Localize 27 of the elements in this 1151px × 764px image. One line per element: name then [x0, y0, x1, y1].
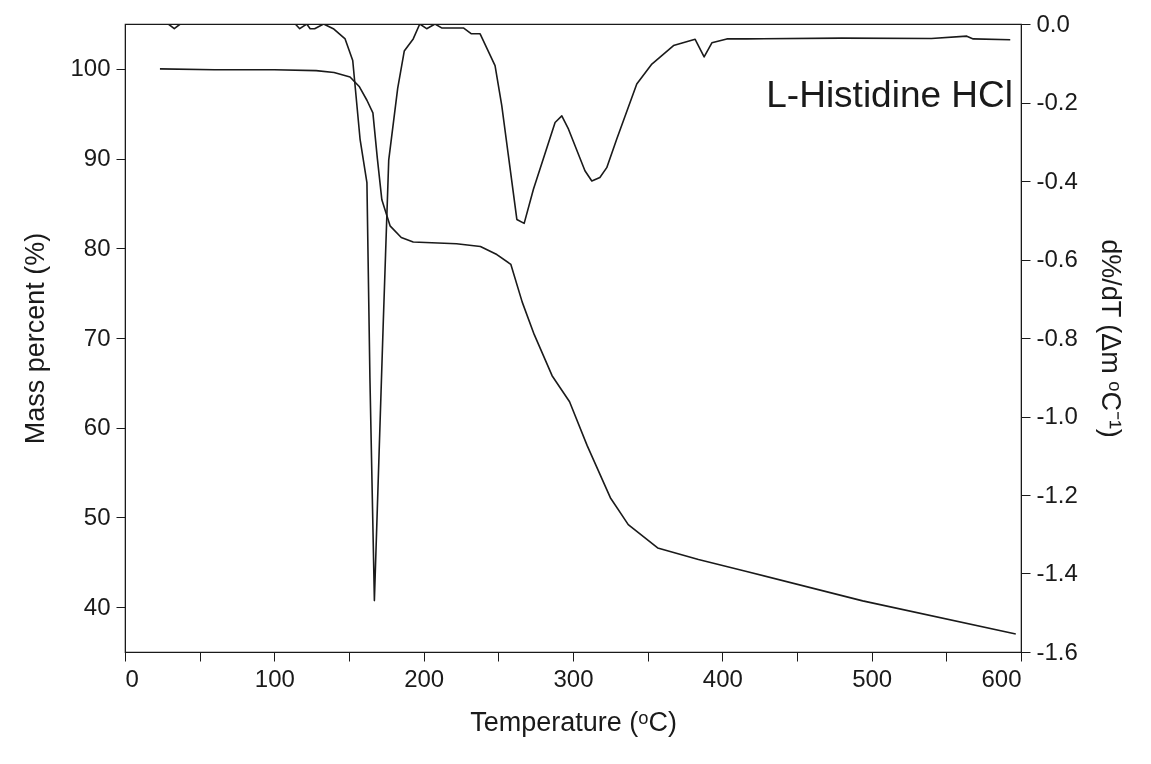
y-tick-label: 90 — [83, 144, 111, 172]
x-tick-label: 500 — [852, 664, 893, 692]
y2-tick-label: -0.8 — [1036, 323, 1078, 351]
x-tick-label: 0 — [125, 664, 139, 692]
y2-tick-label: 0.0 — [1036, 9, 1070, 37]
y2-tick-label: -0.2 — [1036, 88, 1078, 115]
y2-tick-label: -0.6 — [1036, 245, 1078, 272]
y2-tick-label: -1.0 — [1036, 402, 1078, 429]
y-tick-label: 40 — [83, 592, 111, 620]
y-axis-title: Mass percent (%) — [20, 232, 51, 445]
x-tick-label: 600 — [981, 664, 1022, 692]
x-axis-title: Temperature (ᵒC) — [470, 706, 677, 737]
y-tick-label: 80 — [83, 233, 111, 261]
x-tick-label: 300 — [553, 664, 594, 692]
y2-axis-title: d%/dT (Δm ᵒC⁻¹) — [1095, 239, 1126, 438]
y2-tick-label: -1.6 — [1036, 637, 1078, 665]
x-tick-label: 400 — [702, 664, 743, 692]
y-tick-label: 50 — [83, 502, 111, 530]
y-tick-label: 70 — [83, 323, 111, 351]
y-tick-label: 100 — [70, 54, 111, 82]
y2-tick-label: -1.2 — [1036, 480, 1078, 508]
y2-tick-label: -1.4 — [1036, 559, 1078, 586]
y2-tick-label: -0.4 — [1036, 166, 1078, 194]
annotation: L-Histidine HCl — [766, 74, 1013, 115]
x-tick-label: 200 — [404, 664, 445, 692]
x-tick-label: 100 — [254, 664, 295, 692]
y-tick-label: 60 — [83, 413, 111, 441]
